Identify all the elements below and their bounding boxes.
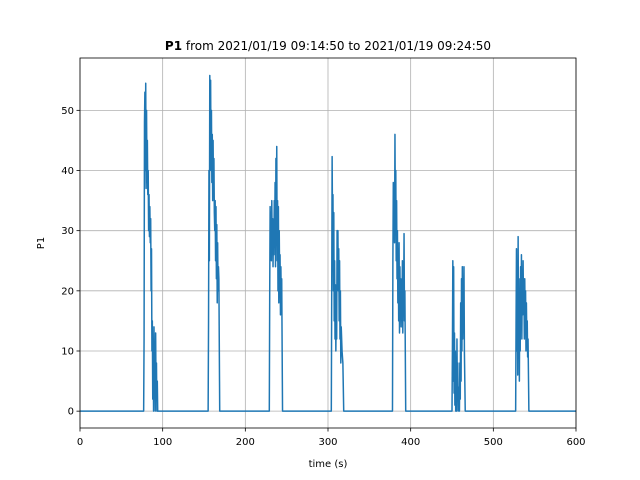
x-tick-label: 600 (566, 437, 585, 448)
plot-frame (79, 57, 577, 429)
x-tick-label: 0 (77, 437, 83, 448)
x-tick-label: 500 (484, 437, 503, 448)
x-tick-label: 400 (401, 437, 420, 448)
x-tick-label: 200 (236, 437, 255, 448)
y-tick-label: 50 (61, 106, 74, 117)
y-tick-label: 0 (68, 407, 74, 418)
title-bold: P1 (165, 39, 182, 53)
x-tick-label: 100 (153, 437, 172, 448)
chart-title: P1 from 2021/01/19 09:14:50 to 2021/01/1… (165, 39, 491, 53)
y-axis-label: P1 (36, 237, 47, 249)
x-axis-label: time (s) (309, 459, 348, 470)
data-line (80, 74, 576, 412)
y-tick-label: 30 (61, 226, 74, 237)
y-tick-label: 10 (61, 346, 74, 357)
y-tick-label: 40 (61, 166, 74, 177)
y-tick-label: 20 (61, 286, 74, 297)
title-rest: from 2021/01/19 09:14:50 to 2021/01/19 0… (186, 39, 491, 53)
x-tick-label: 300 (318, 437, 337, 448)
